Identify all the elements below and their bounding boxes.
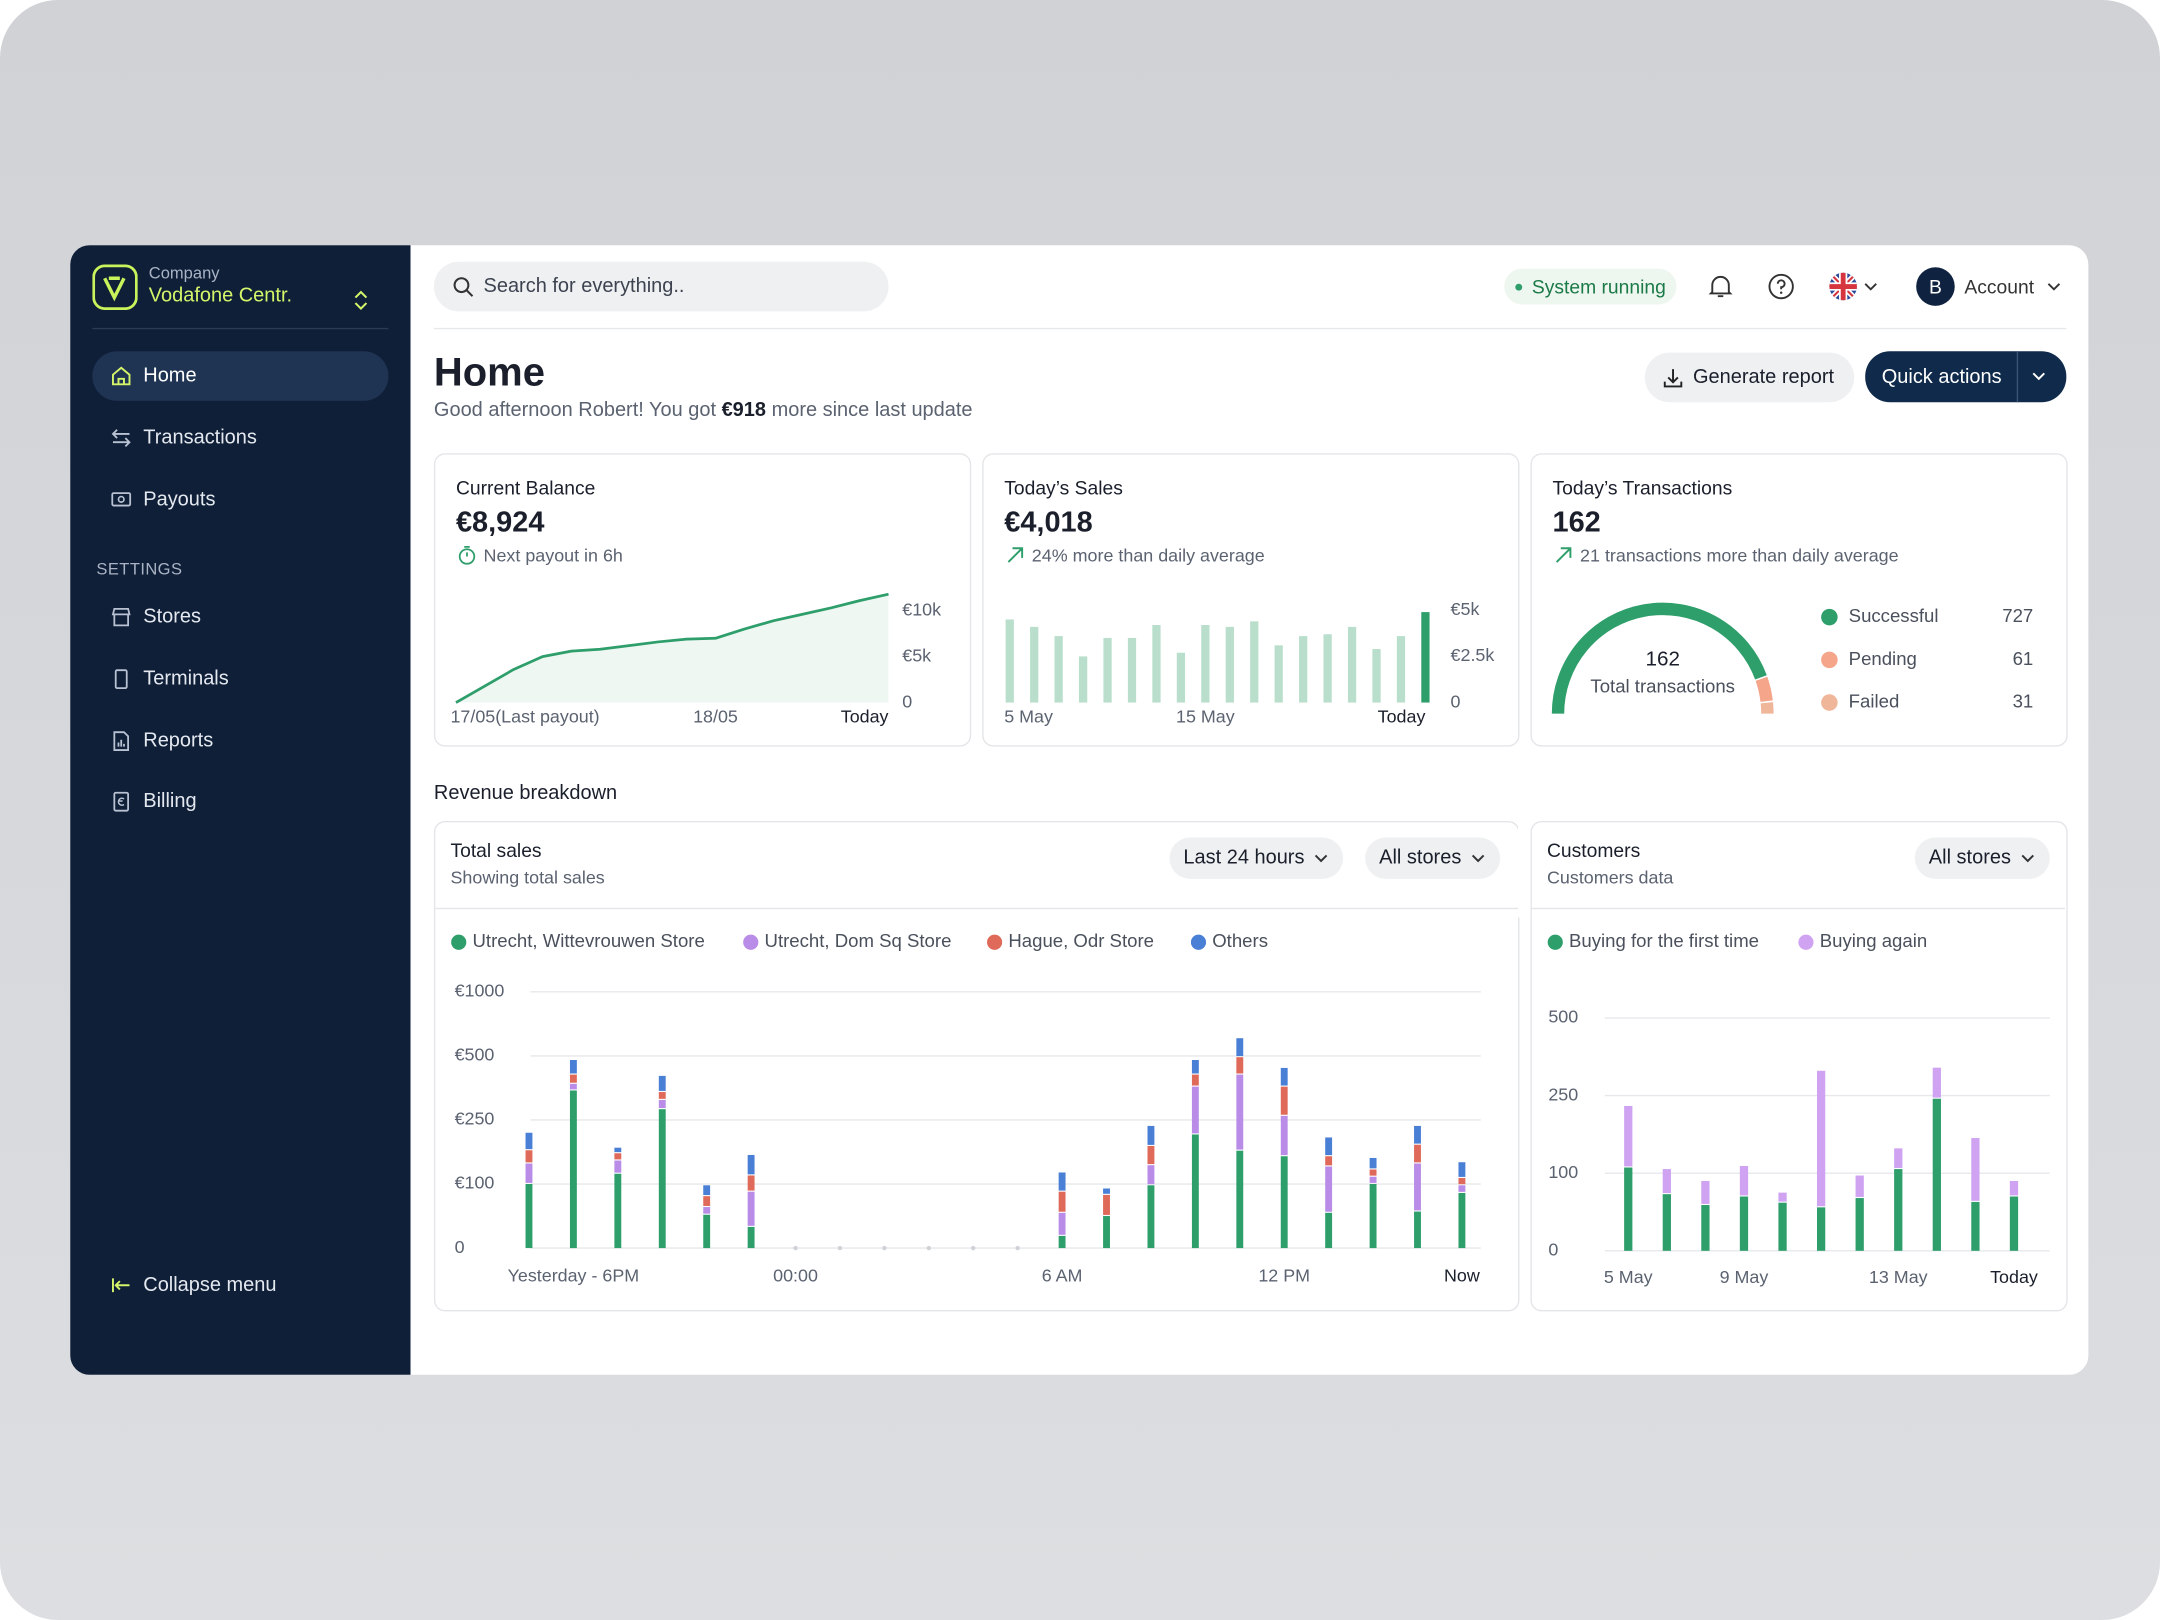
collapse-icon	[111, 1278, 130, 1293]
nav-item[interactable]: Billing	[143, 790, 197, 813]
dropdown-chevron[interactable]	[2031, 369, 2048, 383]
card-value: €8,924	[455, 506, 545, 539]
language-picker[interactable]	[1828, 271, 1883, 301]
card-note: Next payout in 6h	[483, 544, 623, 566]
card-value: 162	[1552, 506, 1601, 539]
trend-icon	[1007, 547, 1024, 563]
section-heading: Revenue breakdown	[433, 782, 618, 805]
button-label: Quick actions	[1881, 365, 2002, 388]
trend-icon	[1555, 547, 1572, 563]
status-text: System running	[1531, 275, 1666, 298]
card-note: 24% more than daily average	[1031, 544, 1265, 566]
billing-icon	[113, 791, 130, 812]
card-title: Current Balance	[455, 476, 596, 499]
chevron	[2021, 854, 2034, 863]
stores-dropdown[interactable]: All stores	[1365, 837, 1501, 879]
search-box[interactable]: Search for everything..	[433, 261, 889, 312]
card-title: Today’s Sales	[1004, 476, 1123, 499]
nav-item[interactable]: Reports	[143, 730, 214, 753]
total-sales-panel	[433, 821, 1520, 1312]
nav-item[interactable]: Terminals	[143, 668, 229, 691]
nav-active[interactable]	[92, 351, 389, 401]
stores-dropdown[interactable]: All stores	[1914, 837, 2050, 879]
nav-item[interactable]: Home	[143, 365, 197, 388]
company-name: Vodafone Centr.	[148, 285, 293, 308]
greeting: Good afternoon Robert! You got €918 more…	[434, 399, 973, 421]
dropdown-label: All stores	[1379, 847, 1462, 870]
nav-item[interactable]: Stores	[143, 606, 202, 629]
reports-icon	[113, 731, 130, 751]
status-dot	[1515, 283, 1523, 290]
chevron	[1314, 854, 1328, 863]
nav-item[interactable]: Payouts	[143, 489, 216, 512]
panel-subtitle: Showing total sales	[450, 867, 605, 888]
gap	[1518, 821, 1531, 918]
timer-icon	[458, 545, 476, 565]
settings-heading: SETTINGS	[96, 559, 183, 579]
greeting-text: more since last update	[771, 399, 973, 422]
card-value: €4,018	[1004, 506, 1093, 539]
customers-panel	[1530, 821, 2068, 1312]
period-dropdown[interactable]: Last 24 hours	[1169, 837, 1344, 879]
greeting-amount: €918	[721, 399, 767, 422]
page-title: Home	[433, 351, 545, 396]
home-icon	[111, 366, 131, 386]
card-note: 21 transactions more than daily average	[1580, 544, 1899, 566]
panel-title: Customers	[1546, 838, 1641, 861]
divider	[433, 327, 2067, 330]
search-icon	[453, 277, 474, 297]
company-caption: Company	[148, 263, 220, 283]
avatar[interactable]: B	[1916, 267, 1955, 306]
payouts-icon	[111, 492, 132, 507]
divider	[92, 327, 389, 330]
nav-item[interactable]: Transactions	[143, 427, 257, 450]
transactions-icon	[111, 429, 131, 447]
card-title: Today’s Transactions	[1552, 476, 1733, 499]
download-icon	[1663, 368, 1683, 387]
divider	[435, 907, 2065, 910]
status-badge: System running	[1504, 268, 1677, 305]
button-label: Generate report	[1693, 366, 1835, 389]
panel-title: Total sales	[450, 838, 542, 861]
panel-subtitle: Customers data	[1546, 867, 1674, 888]
generate-report-button[interactable]: Generate report	[1644, 352, 1855, 403]
help-icon[interactable]	[1767, 273, 1795, 301]
account-chevron	[2047, 283, 2061, 291]
search-placeholder: Search for everything..	[483, 275, 685, 298]
dropdown-label: All stores	[1928, 847, 2011, 870]
account-menu[interactable]: Account	[1964, 275, 2035, 298]
company-switch[interactable]	[353, 290, 370, 310]
logo	[92, 264, 138, 310]
dropdown-label: Last 24 hours	[1183, 847, 1305, 870]
stores-icon	[111, 607, 131, 627]
greeting-text: Good afternoon Robert! You got	[433, 399, 717, 422]
bell-icon[interactable]	[1707, 273, 1735, 301]
terminals-icon	[114, 669, 128, 689]
collapse-menu[interactable]: Collapse menu	[143, 1274, 277, 1297]
quick-actions-button[interactable]: Quick actions	[1865, 351, 2067, 403]
button-divider	[2016, 351, 2019, 403]
chevron	[1471, 854, 1485, 863]
